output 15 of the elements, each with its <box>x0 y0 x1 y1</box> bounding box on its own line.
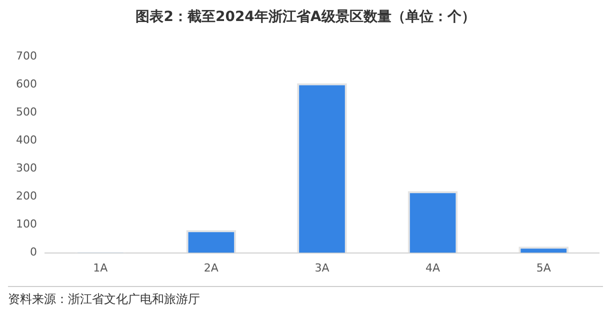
x-tick-label: 2A <box>204 261 219 274</box>
y-tick-label: 500 <box>16 106 37 119</box>
x-tick-label: 4A <box>426 261 441 274</box>
y-tick-label: 600 <box>16 77 37 90</box>
y-tick-label: 700 <box>16 49 37 62</box>
chart-title: 图表2：截至2024年浙江省A级景区数量（单位：个） <box>134 8 476 27</box>
y-tick-label: 100 <box>16 218 37 231</box>
x-tick-label: 3A <box>314 261 330 274</box>
x-tick-label: 1A <box>93 261 108 274</box>
y-tick-label: 0 <box>30 246 37 259</box>
y-tick-label: 400 <box>16 134 37 147</box>
text: 资料来源：浙江省文化广电和旅游厅 <box>8 292 200 306</box>
y-tick-label: 300 <box>16 162 37 175</box>
y-tick-label: 200 <box>16 190 37 203</box>
x-tick-label: 5A <box>536 261 552 274</box>
